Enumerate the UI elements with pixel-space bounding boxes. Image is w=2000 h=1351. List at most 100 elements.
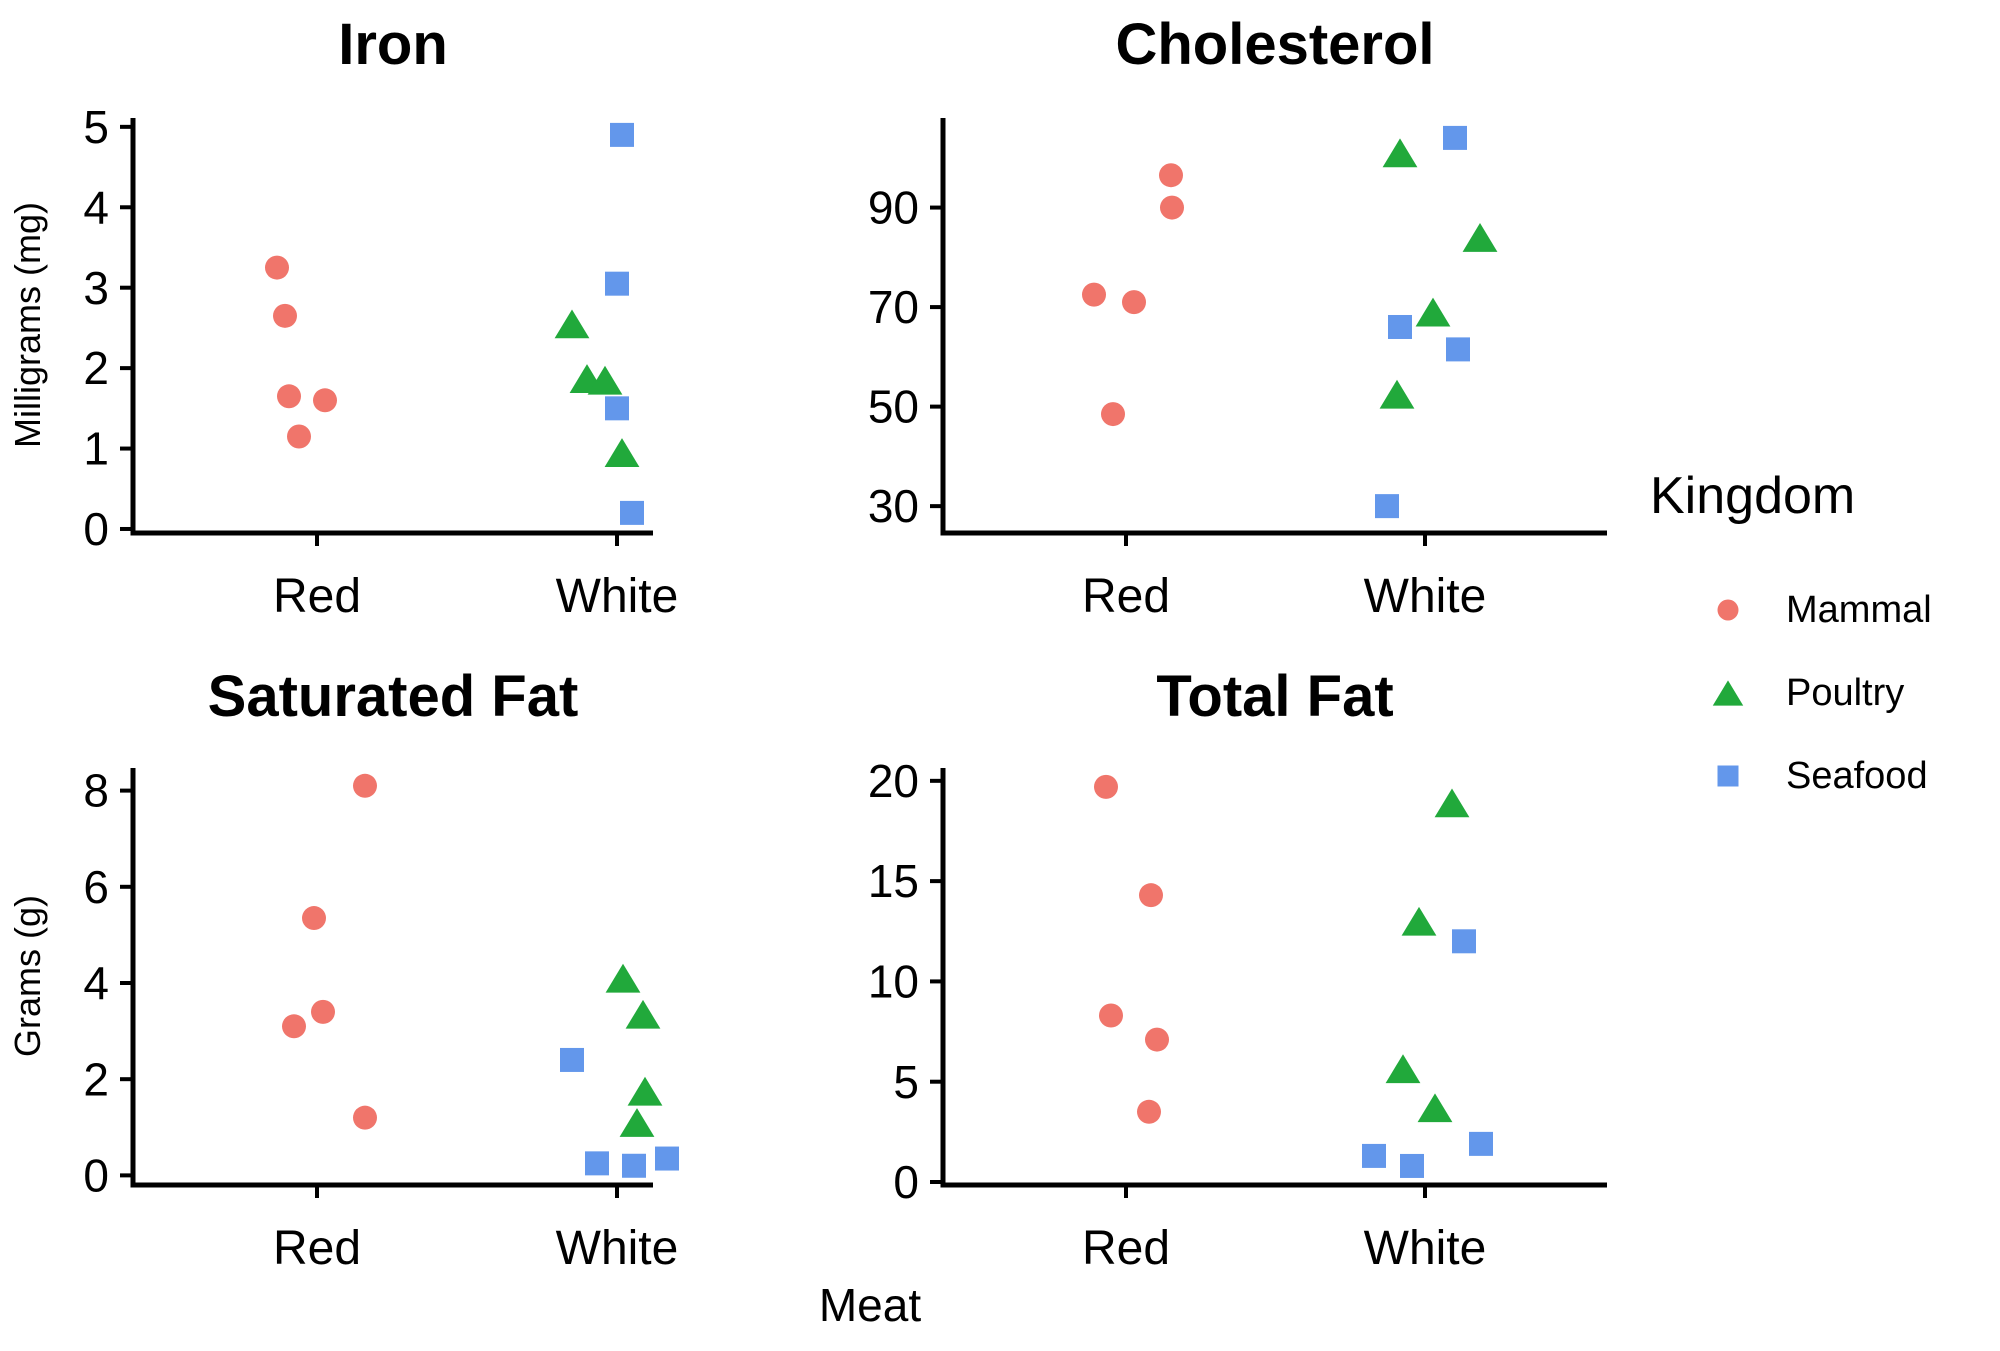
y-tick-label: 0 <box>83 503 109 555</box>
y-tick-label: 10 <box>868 956 919 1008</box>
point-seafood <box>1452 929 1476 954</box>
legend-triangle-glyph <box>1712 680 1744 706</box>
y-tick-label: 70 <box>868 281 919 333</box>
point-mammal <box>1160 195 1184 220</box>
y-tick-label: 8 <box>83 765 109 817</box>
x-tick-label: Red <box>1082 570 1170 623</box>
legend-circle-glyph <box>1717 599 1739 621</box>
point-seafood <box>1375 494 1399 519</box>
point-mammal <box>287 424 311 449</box>
legend-item-label: Seafood <box>1786 755 1928 797</box>
point-mammal <box>353 1105 377 1130</box>
point-mammal <box>353 773 377 798</box>
panel-saturated-fat: 0 2 4 6 8 Red White <box>83 765 679 1275</box>
y-tick-label: 4 <box>83 957 109 1009</box>
point-poultry <box>1462 223 1498 252</box>
point-mammal <box>1159 163 1183 188</box>
point-poultry <box>1415 297 1451 327</box>
point-poultry <box>554 309 590 339</box>
point-poultry <box>1385 1054 1421 1084</box>
point-poultry <box>619 1108 655 1137</box>
y-tick-label: 2 <box>83 342 109 394</box>
point-mammal <box>1082 282 1106 307</box>
point-seafood <box>1443 125 1467 150</box>
y-tick-label: 6 <box>83 861 109 913</box>
x-tick-label: Red <box>1082 1222 1170 1275</box>
point-mammal <box>311 999 335 1024</box>
point-seafood <box>605 396 629 421</box>
point-mammal <box>273 303 297 328</box>
point-seafood <box>585 1151 609 1176</box>
y-tick-label: 0 <box>893 1156 919 1208</box>
point-seafood <box>560 1047 584 1072</box>
panel-title-iron: Iron <box>338 12 448 77</box>
point-mammal <box>302 906 326 931</box>
legend-item-seafood: Seafood <box>1650 748 2000 804</box>
y-tick-label: 50 <box>868 381 919 433</box>
point-seafood <box>655 1146 679 1171</box>
point-seafood <box>622 1153 646 1178</box>
point-poultry <box>605 963 641 993</box>
y-tick-label: 90 <box>868 182 919 234</box>
point-mammal <box>277 384 301 409</box>
legend: Kingdom Mammal Poultry Seafood <box>1650 470 2000 804</box>
y-tick-label: 2 <box>83 1053 109 1105</box>
panel-cholesterol: 30 50 70 90 Red White <box>868 118 1607 623</box>
panel-iron: 0 1 2 3 4 5 Red White <box>83 101 678 623</box>
point-poultry <box>625 999 661 1029</box>
legend-square-glyph <box>1717 765 1739 787</box>
point-poultry <box>1417 1093 1453 1123</box>
y-tick-label: 20 <box>868 755 919 807</box>
x-tick-label: White <box>556 570 679 623</box>
point-poultry <box>604 438 640 467</box>
legend-item-poultry: Poultry <box>1650 665 2000 721</box>
point-seafood <box>1362 1143 1386 1168</box>
y-tick-label: 15 <box>868 855 919 907</box>
point-mammal <box>1094 774 1118 799</box>
panel-title-total-fat: Total Fat <box>1156 664 1394 729</box>
point-seafood <box>1388 314 1412 339</box>
legend-title: Kingdom <box>1650 467 1856 525</box>
y-tick-label: 1 <box>83 423 109 475</box>
point-mammal <box>1101 402 1125 427</box>
circle-icon <box>1708 590 1748 630</box>
point-mammal <box>1099 1003 1123 1028</box>
point-poultry <box>1382 138 1418 168</box>
legend-items: Mammal Poultry Seafood <box>1650 582 2000 804</box>
x-tick-label: Red <box>273 1222 361 1275</box>
point-poultry <box>1379 379 1415 409</box>
point-seafood <box>1469 1131 1493 1156</box>
point-seafood <box>610 122 634 147</box>
x-tick-label: White <box>1364 1222 1487 1275</box>
point-seafood <box>1400 1153 1424 1178</box>
y-tick-label: 30 <box>868 480 919 532</box>
point-mammal <box>282 1014 306 1039</box>
point-poultry <box>1401 906 1437 936</box>
y-tick-label: 0 <box>83 1149 109 1201</box>
y-tick-label: 3 <box>83 262 109 314</box>
triangle-icon <box>1708 673 1748 713</box>
point-mammal <box>1145 1027 1169 1052</box>
point-seafood <box>1446 337 1470 362</box>
legend-item-label: Mammal <box>1786 589 1932 631</box>
square-icon <box>1708 756 1748 796</box>
panel-title-cholesterol: Cholesterol <box>1115 12 1435 77</box>
point-mammal <box>1137 1099 1161 1124</box>
legend-item-label: Poultry <box>1786 672 1905 714</box>
legend-item-mammal: Mammal <box>1650 582 2000 638</box>
y-tick-label: 5 <box>83 101 109 153</box>
point-mammal <box>265 255 289 280</box>
y-tick-label: 5 <box>893 1056 919 1108</box>
point-mammal <box>1139 883 1163 908</box>
y-axis-title-milligrams: Milligrams (mg) <box>7 202 48 449</box>
point-mammal <box>1122 290 1146 315</box>
y-axis-title-grams: Grams (g) <box>7 895 48 1058</box>
point-poultry <box>587 365 623 395</box>
point-mammal <box>313 388 337 413</box>
point-poultry <box>627 1076 663 1106</box>
panel-total-fat: 0 5 10 15 20 Red White <box>868 755 1607 1275</box>
point-seafood <box>605 271 629 296</box>
y-tick-label: 4 <box>83 181 109 233</box>
